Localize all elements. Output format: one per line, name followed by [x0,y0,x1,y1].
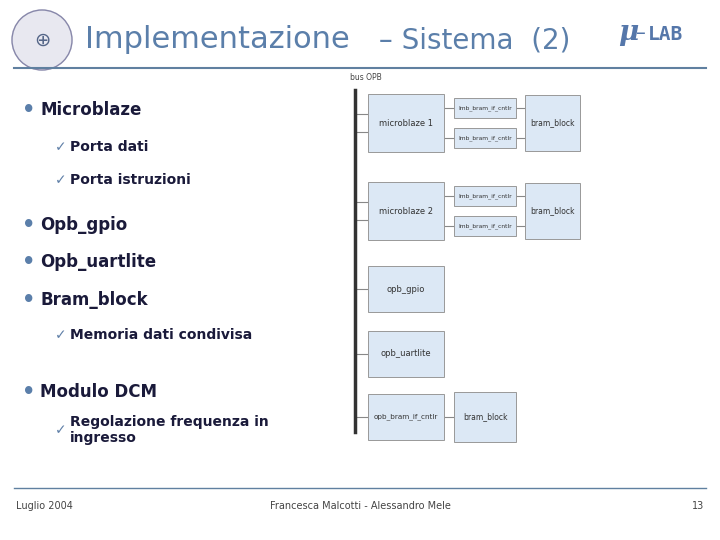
Text: ⊕: ⊕ [34,30,50,50]
Text: – Sistema  (2): – Sistema (2) [370,26,570,54]
Text: •: • [22,100,35,120]
FancyBboxPatch shape [368,331,444,377]
Text: lmb_bram_if_cntlr: lmb_bram_if_cntlr [458,193,512,199]
Text: •: • [22,290,35,310]
Text: Bram_block: Bram_block [40,291,148,309]
Text: •: • [22,382,35,402]
Text: bram_block: bram_block [463,413,508,422]
Text: μ: μ [618,19,638,46]
Text: –: – [636,24,646,43]
FancyBboxPatch shape [368,182,444,240]
Text: Memoria dati condivisa: Memoria dati condivisa [70,328,252,342]
Text: •: • [22,252,35,272]
Text: opb_bram_if_cntlr: opb_bram_if_cntlr [374,414,438,420]
FancyBboxPatch shape [454,392,516,442]
Text: Implementazione: Implementazione [85,25,350,55]
Text: Luglio 2004: Luglio 2004 [16,501,73,511]
FancyBboxPatch shape [454,216,516,236]
FancyBboxPatch shape [525,95,580,151]
Text: Porta dati: Porta dati [70,140,148,154]
Text: bus OPB: bus OPB [350,73,382,82]
Text: Modulo DCM: Modulo DCM [40,383,157,401]
Text: ✓: ✓ [55,140,67,154]
Text: microblaze 1: microblaze 1 [379,118,433,127]
Text: microblaze 2: microblaze 2 [379,206,433,215]
Text: ✓: ✓ [55,423,67,437]
Text: Opb_gpio: Opb_gpio [40,216,127,234]
Text: bram_block: bram_block [530,206,575,215]
Text: opb_uartlite: opb_uartlite [381,349,431,359]
Text: bram_block: bram_block [530,118,575,127]
Text: lmb_bram_if_cntlr: lmb_bram_if_cntlr [458,105,512,111]
Text: ✓: ✓ [55,328,67,342]
Text: Microblaze: Microblaze [40,101,141,119]
FancyBboxPatch shape [454,186,516,206]
FancyBboxPatch shape [454,98,516,118]
Text: •: • [22,215,35,235]
FancyBboxPatch shape [368,94,444,152]
Circle shape [12,10,72,70]
Text: lmb_bram_if_cntlr: lmb_bram_if_cntlr [458,135,512,141]
Text: Opb_uartlite: Opb_uartlite [40,253,156,271]
Text: Francesca Malcotti - Alessandro Mele: Francesca Malcotti - Alessandro Mele [269,501,451,511]
Text: 13: 13 [692,501,704,511]
Text: Porta istruzioni: Porta istruzioni [70,173,191,187]
FancyBboxPatch shape [454,128,516,148]
FancyBboxPatch shape [368,394,444,440]
Text: Regolazione frequenza in
ingresso: Regolazione frequenza in ingresso [70,415,269,445]
Text: lmb_bram_if_cntlr: lmb_bram_if_cntlr [458,223,512,229]
Text: LAB: LAB [648,25,683,44]
Text: opb_gpio: opb_gpio [387,285,426,294]
Text: ✓: ✓ [55,173,67,187]
FancyBboxPatch shape [525,183,580,239]
FancyBboxPatch shape [368,266,444,312]
